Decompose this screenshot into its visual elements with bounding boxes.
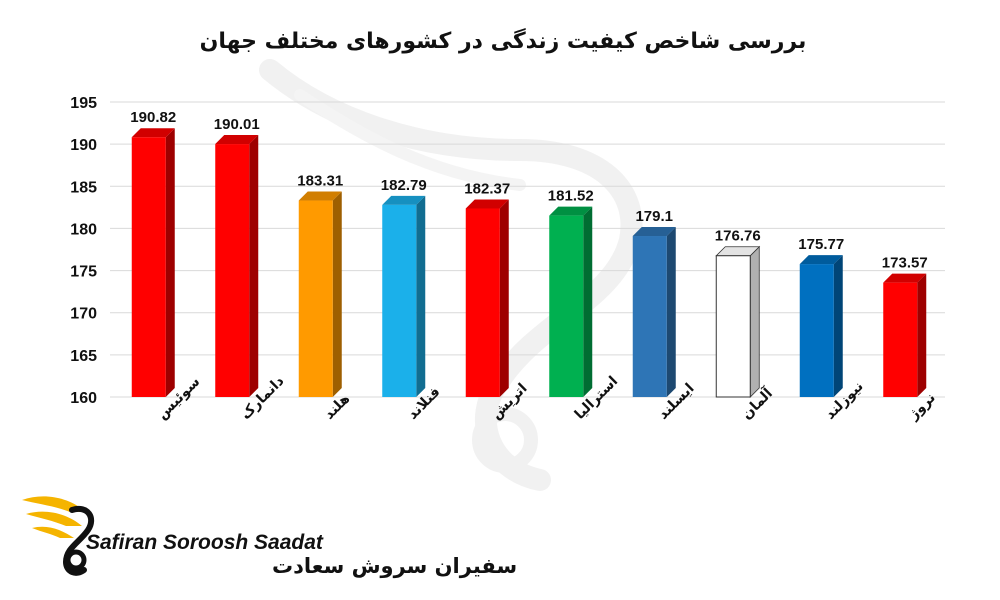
bar-side xyxy=(165,128,175,397)
bar-top xyxy=(883,273,927,283)
bar xyxy=(465,199,509,397)
y-tick-label: 185 xyxy=(70,179,97,196)
y-tick-label: 190 xyxy=(70,137,97,154)
bar-front xyxy=(883,282,918,397)
bar-top xyxy=(215,135,259,145)
data-label: 190.01 xyxy=(214,116,260,133)
bar-front xyxy=(549,215,584,397)
y-axis-ticks: 160 165 170 175 180 185 190 195 xyxy=(70,95,97,407)
data-label: 181.52 xyxy=(548,188,594,205)
bar-top xyxy=(799,255,843,265)
bar-side xyxy=(332,191,342,397)
bar-side xyxy=(833,255,843,397)
data-label: 176.76 xyxy=(715,228,761,245)
bar-top xyxy=(465,199,509,209)
bar-side xyxy=(666,227,676,397)
bar-front xyxy=(632,236,667,397)
bar xyxy=(215,135,259,397)
bar xyxy=(549,206,593,397)
data-labels: 190.82 190.01 183.31 182.79 182.37 181.52 179.… xyxy=(130,109,927,271)
bar-top xyxy=(382,195,426,205)
bar-top xyxy=(632,227,676,237)
brand-logo: Safiran Soroosh Saadat سفیران سروش سعادت xyxy=(22,496,517,578)
bar-side xyxy=(917,273,927,397)
y-tick-label: 160 xyxy=(70,390,97,407)
bar-top xyxy=(131,128,175,138)
y-tick-label: 180 xyxy=(70,221,97,238)
bar xyxy=(632,227,676,397)
bar-front xyxy=(215,144,250,397)
bar-top xyxy=(298,191,342,201)
bar-front xyxy=(799,264,834,397)
y-tick-label: 170 xyxy=(70,306,97,323)
watermark-logo xyxy=(259,59,643,491)
bar-side xyxy=(749,245,760,398)
chart-title: بررسی شاخص کیفیت زندگی در کشورهای مختلف … xyxy=(200,27,807,54)
bar-front xyxy=(465,208,500,397)
bar-side xyxy=(249,135,259,397)
y-tick-label: 175 xyxy=(70,264,97,281)
data-label: 182.37 xyxy=(464,180,510,197)
bar xyxy=(131,128,175,397)
data-label: 173.57 xyxy=(882,255,928,272)
y-tick-label: 165 xyxy=(70,348,97,365)
bar-top xyxy=(549,206,593,216)
phoenix-logo-icon xyxy=(22,496,95,576)
bar-front xyxy=(715,255,751,398)
bar xyxy=(715,245,761,398)
bar-front xyxy=(382,204,417,397)
bar xyxy=(883,273,927,397)
bar-side xyxy=(499,199,509,397)
data-label: 175.77 xyxy=(798,236,844,253)
bar xyxy=(799,255,843,397)
data-label: 183.31 xyxy=(297,173,343,190)
data-label: 190.82 xyxy=(130,109,176,126)
bars xyxy=(131,128,927,398)
y-tick-label: 195 xyxy=(70,95,97,112)
data-label: 182.79 xyxy=(381,177,427,194)
bar-side xyxy=(583,206,593,397)
bar-front xyxy=(131,137,166,397)
brand-name-fa: سفیران سروش سعادت xyxy=(272,554,517,578)
brand-name-en: Safiran Soroosh Saadat xyxy=(86,531,324,554)
bar xyxy=(382,195,426,397)
bar-front xyxy=(298,200,333,397)
bar xyxy=(298,191,342,397)
bar-side xyxy=(416,195,426,397)
data-label: 179.1 xyxy=(635,208,673,225)
